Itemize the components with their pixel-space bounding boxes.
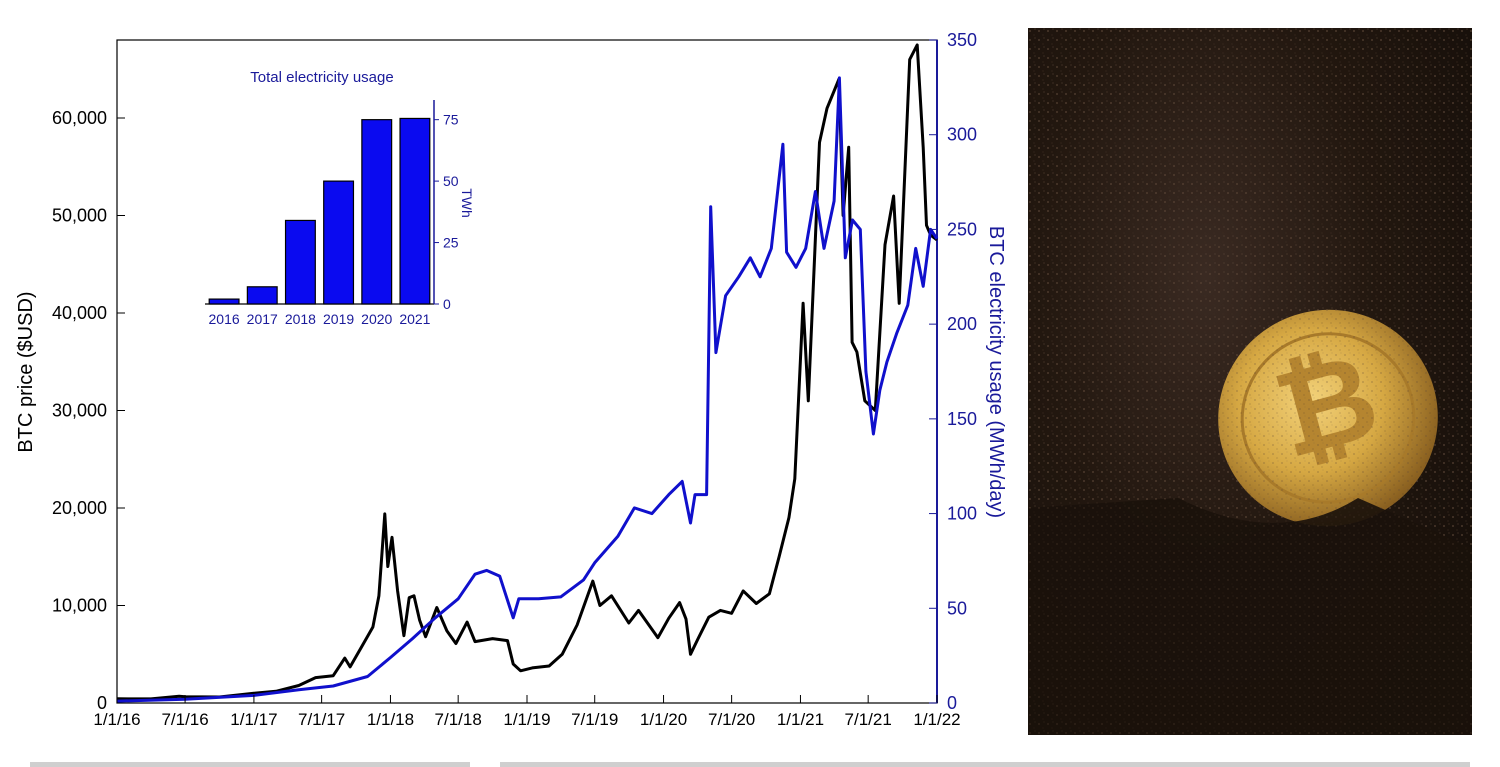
y-left-tick-label: 60,000 bbox=[52, 108, 107, 128]
x-tick-label: 7/1/18 bbox=[435, 710, 482, 729]
y-left-tick-label: 30,000 bbox=[52, 401, 107, 421]
x-tick-label: 7/1/17 bbox=[298, 710, 345, 729]
inset-bar-2016 bbox=[208, 298, 240, 305]
inset-bar-2021 bbox=[399, 117, 431, 305]
x-tick-label: 1/1/18 bbox=[367, 710, 414, 729]
inset-y-tick-label: 25 bbox=[443, 235, 459, 251]
y-left-tick-label: 0 bbox=[97, 693, 107, 713]
x-tick-label: 1/1/22 bbox=[913, 710, 960, 729]
inset-bar-2020 bbox=[361, 119, 393, 305]
inset-x-tick-label: 2016 bbox=[209, 311, 240, 327]
x-tick-label: 1/1/17 bbox=[230, 710, 277, 729]
inset-bar-2017 bbox=[246, 286, 278, 305]
chart-ticks: 1/1/16 7/1/16 1/1/17 7/1/17 1/1/18 7/1/18 1/1/… bbox=[52, 30, 977, 729]
x-tick-label: 7/1/19 bbox=[571, 710, 618, 729]
series-line-btc-price bbox=[116, 43, 938, 701]
bitcoin-photo: ₿ bbox=[1028, 28, 1472, 735]
inset-bar-2019 bbox=[323, 180, 355, 305]
x-tick-label: 1/1/16 bbox=[93, 710, 140, 729]
x-tick-label: 7/1/21 bbox=[845, 710, 892, 729]
y-left-tick-label: 20,000 bbox=[52, 498, 107, 518]
bottom-divider-left bbox=[30, 762, 470, 767]
inset-title: Total electricity usage bbox=[250, 69, 393, 86]
chart-axes bbox=[116, 39, 938, 704]
inset-bar-chart: Total electricity usage TWh 2016 2017 2018… bbox=[205, 69, 475, 327]
y-right-tick-label: 0 bbox=[947, 693, 957, 713]
inset-x-tick-label: 2020 bbox=[361, 311, 392, 327]
y-right-tick-label: 150 bbox=[947, 409, 977, 429]
inset-y-tick-label: 50 bbox=[443, 173, 459, 189]
y-right-tick-label: 250 bbox=[947, 219, 977, 239]
inset-y-tick-label: 0 bbox=[443, 296, 451, 312]
x-tick-label: 1/1/21 bbox=[777, 710, 824, 729]
series-line-electricity-usage bbox=[116, 76, 939, 703]
inset-x-tick-label: 2017 bbox=[247, 311, 278, 327]
inset-y-tick-label: 75 bbox=[443, 112, 459, 128]
y-left-tick-label: 40,000 bbox=[52, 303, 107, 323]
inset-x-tick-label: 2019 bbox=[323, 311, 354, 327]
plot-frame bbox=[116, 39, 938, 704]
y-left-tick-label: 50,000 bbox=[52, 206, 107, 226]
y-right-tick-label: 300 bbox=[947, 125, 977, 145]
y-axis-label-right: BTC electricity usage (MWh/day) bbox=[985, 226, 1007, 518]
y-left-tick-label: 10,000 bbox=[52, 596, 107, 616]
y-right-tick-label: 50 bbox=[947, 598, 967, 618]
inset-x-tick-label: 2021 bbox=[399, 311, 430, 327]
y-right-tick-label: 100 bbox=[947, 504, 977, 524]
inset-y-label: TWh bbox=[459, 188, 475, 218]
x-tick-label: 1/1/19 bbox=[503, 710, 550, 729]
x-tick-label: 1/1/20 bbox=[640, 710, 687, 729]
inset-x-tick-label: 2018 bbox=[285, 311, 316, 327]
bottom-divider-right bbox=[500, 762, 1470, 767]
x-tick-label: 7/1/16 bbox=[161, 710, 208, 729]
y-right-tick-label: 200 bbox=[947, 314, 977, 334]
bitcoin-coin-in-soil-icon: ₿ bbox=[1028, 28, 1472, 735]
y-right-tick-label: 350 bbox=[947, 30, 977, 50]
y-axis-label-left: BTC price ($USD) bbox=[15, 291, 37, 452]
chart-series bbox=[116, 43, 939, 703]
x-tick-label: 7/1/20 bbox=[708, 710, 755, 729]
btc-price-electricity-chart: 1/1/16 7/1/16 1/1/17 7/1/17 1/1/18 7/1/18 1/1/… bbox=[15, 30, 1007, 729]
inset-bar-2018 bbox=[284, 219, 316, 305]
